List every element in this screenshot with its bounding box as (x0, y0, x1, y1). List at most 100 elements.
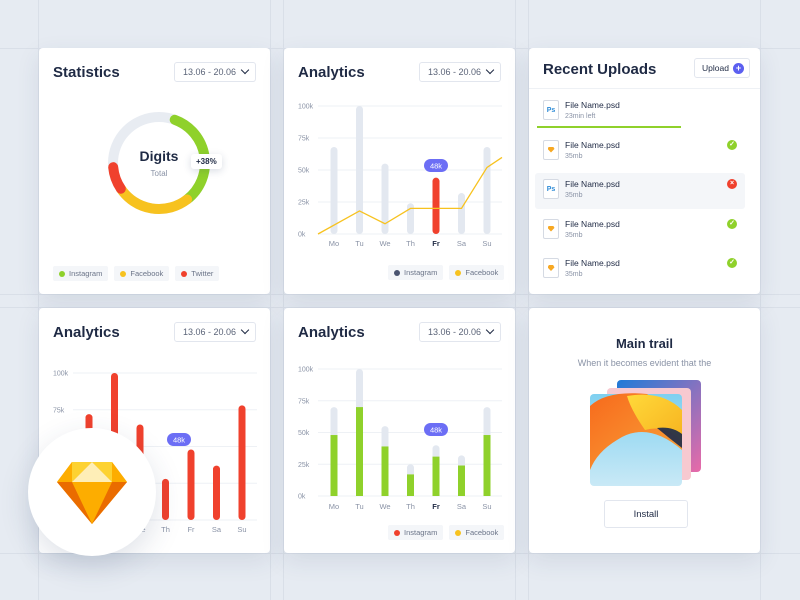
file-name: File Name.psd (565, 179, 620, 189)
value-pill-label: 48k (430, 426, 442, 435)
file-meta: 23min left (565, 113, 596, 120)
bar-fr (187, 449, 195, 520)
x-tick-label: Tu (355, 239, 363, 248)
photoshop-file-icon: Ps (543, 179, 559, 199)
legend-dot (181, 270, 188, 277)
success-check-icon: ✓ (727, 258, 737, 268)
y-tick-label: 25k (298, 462, 310, 469)
legend-item[interactable]: Facebook (449, 265, 505, 280)
x-tick-label: Mo (329, 239, 339, 248)
x-tick-label: We (379, 502, 390, 511)
grid-line (0, 294, 800, 295)
bar-th (407, 203, 414, 234)
y-tick-label: 75k (53, 407, 65, 414)
file-row[interactable]: Ps File Name.psd 35mb × (535, 173, 745, 209)
x-tick-label: Fr (432, 502, 440, 511)
card-title: Main trail (615, 336, 674, 351)
date-range-value: 13.06 - 20.06 (183, 67, 237, 77)
donut-slice-twitter (108, 162, 126, 194)
file-meta: 35mb (565, 152, 583, 160)
sketch-file-icon (543, 218, 559, 239)
x-tick-label: Fr (187, 525, 195, 534)
grid-line (283, 0, 284, 600)
legend-dot (59, 270, 65, 277)
grid-line (0, 553, 800, 554)
grid-line (515, 0, 516, 600)
legend-dot (394, 529, 400, 536)
stacked-bar-chart: 0k 25k 50k 75k 100k Mo Tu We Th Fr Sa Su 48k (298, 367, 502, 511)
legend-item[interactable]: Instagram (388, 265, 444, 280)
legend-item[interactable]: Twitter (175, 266, 220, 281)
card-title: Analytics (298, 324, 365, 341)
x-tick-label: Th (406, 502, 415, 511)
legend-item[interactable]: Instagram (388, 525, 444, 540)
legend-label: Facebook (465, 268, 499, 277)
error-x-icon: × (727, 179, 737, 189)
file-meta: 35mb (565, 192, 583, 199)
donut-center-sub: Total (150, 169, 168, 178)
x-tick-label: Mo (329, 502, 339, 511)
success-check-icon: ✓ (727, 218, 737, 229)
sketch-file-icon (543, 258, 559, 278)
x-tick-label: Tu (355, 502, 363, 511)
bar-we (381, 446, 389, 496)
bar-sa (213, 465, 220, 520)
legend-item[interactable]: Facebook (449, 525, 505, 540)
value-pill (424, 423, 448, 436)
grid-line (38, 0, 39, 600)
y-tick-label: 50k (298, 168, 310, 175)
bar-th (407, 474, 414, 496)
file-row[interactable]: Ps File Name.psd 23min left (535, 94, 745, 130)
date-range-select[interactable]: 13.06 - 20.06 (419, 62, 501, 82)
analytics-card: Analytics 13.06 - 20.06 0k 25k 50k 75k 100k M… (284, 308, 515, 553)
bar-mo (330, 435, 338, 496)
file-row[interactable]: File Name.psd 35mb ✓ (535, 213, 745, 249)
card-title: Analytics (298, 64, 365, 81)
x-tick-label: Fr (432, 239, 440, 248)
file-row[interactable]: File Name.psd 35mb ✓ (535, 252, 745, 288)
recent-uploads-card: Recent Uploads Upload + Ps File Name.psd 2… (529, 48, 760, 294)
sketch-logo-badge (28, 428, 156, 556)
value-pill-label: 48k (430, 162, 442, 171)
x-tick-label: Su (482, 239, 491, 248)
install-button[interactable]: Install (604, 500, 688, 528)
series-line-facebook (317, 156, 503, 235)
file-row[interactable]: File Name.psd 35mb ✓ (535, 134, 745, 170)
x-tick-label: Th (406, 239, 415, 248)
bar-sa (458, 465, 465, 496)
date-range-value: 13.06 - 20.06 (428, 327, 482, 337)
date-range-select[interactable]: 13.06 - 20.06 (174, 322, 256, 342)
card-subtitle: When it becomes evident that the (577, 358, 712, 368)
bar-su (238, 405, 246, 520)
date-range-select[interactable]: 13.06 - 20.06 (174, 62, 256, 82)
upload-button[interactable]: Upload + (694, 58, 750, 78)
main-trail-card: Main trail When it becomes evident that … (529, 308, 760, 553)
y-tick-label: 100k (53, 371, 69, 378)
legend-label: Twitter (191, 269, 214, 278)
grid-line (760, 0, 761, 600)
file-meta: 35mb (565, 231, 583, 239)
bar-fr (432, 177, 440, 234)
legend: Instagram Facebook Twitter (53, 266, 220, 281)
y-tick-label: 50k (298, 430, 310, 437)
legend-dot (455, 269, 462, 276)
legend-label: Instagram (69, 269, 103, 278)
legend-item[interactable]: Facebook (114, 266, 170, 281)
value-pill (424, 159, 448, 172)
y-tick-label: 25k (298, 200, 310, 207)
photoshop-file-icon: Ps (543, 100, 559, 120)
divider (529, 88, 760, 89)
bar-sa (458, 193, 465, 234)
y-tick-label: 75k (298, 136, 310, 143)
legend-item[interactable]: Instagram (53, 266, 109, 281)
growth-badge: +38% (191, 154, 222, 169)
grid-line (270, 0, 271, 600)
legend-dot (455, 529, 462, 536)
y-tick-label: 0k (298, 232, 306, 239)
date-range-select[interactable]: 13.06 - 20.06 (419, 322, 501, 342)
legend-dot (120, 270, 127, 277)
x-tick-label: Th (161, 525, 170, 534)
legend: Instagram Facebook (388, 525, 505, 540)
bar-we (381, 163, 389, 234)
value-pill-label: 48k (173, 436, 185, 445)
